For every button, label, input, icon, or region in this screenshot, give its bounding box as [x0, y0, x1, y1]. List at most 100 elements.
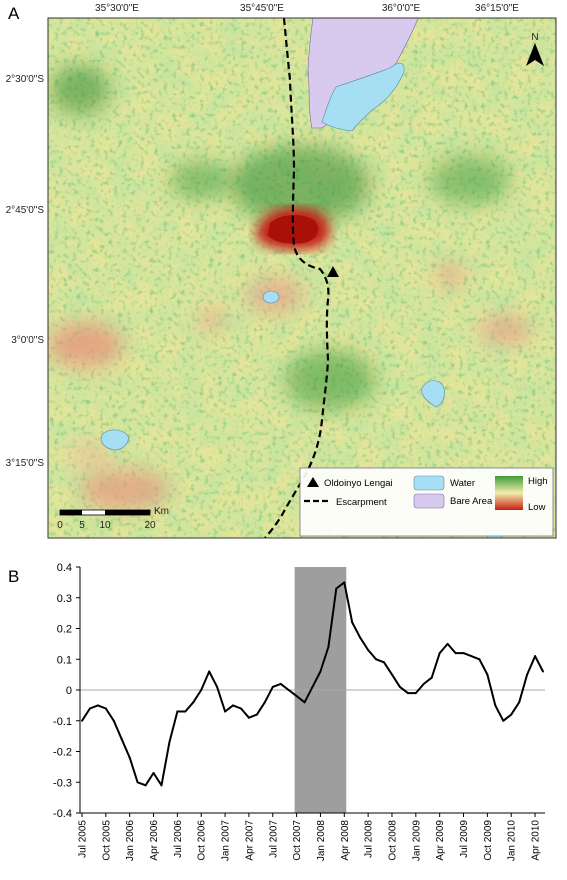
north-arrow: N	[526, 32, 544, 66]
data-point	[375, 658, 378, 661]
x-tick-label: Jul 2008	[364, 820, 375, 858]
map-border	[47, 17, 557, 539]
data-point	[255, 713, 258, 716]
data-point	[128, 756, 131, 759]
y-tick-label: 0.4	[57, 562, 72, 574]
legend-water-label: Water	[450, 478, 475, 489]
data-point	[136, 781, 139, 784]
map-lon-labels: 35°30'0"E 35°45'0"E 36°0'0"E 36°15'0"E	[95, 3, 519, 14]
scale-bar-black-segment	[105, 510, 150, 515]
data-point	[239, 707, 242, 710]
x-tick-label: Jan 2008	[316, 820, 327, 862]
data-point	[422, 682, 425, 685]
scale-tick-label: 10	[99, 520, 111, 531]
data-point	[295, 695, 298, 698]
x-tick-label: Apr 2010	[531, 820, 542, 861]
x-tick-label: Oct 2008	[387, 820, 398, 861]
scale-bar-black-segment	[60, 510, 82, 515]
north-arrow-icon	[526, 43, 544, 66]
lake-natron	[321, 62, 405, 132]
lon-label: 35°30'0"E	[95, 3, 139, 14]
north-label: N	[531, 32, 538, 43]
x-tick-label: Jul 2006	[173, 820, 184, 858]
lon-label: 36°0'0"E	[382, 3, 421, 14]
data-point	[112, 719, 115, 722]
scale-tick-label: 5	[79, 520, 85, 531]
lat-label: 3°0'0"S	[11, 335, 44, 346]
vegetation-speckle	[48, 18, 556, 538]
map-frame: N 0 5 10 20 Km Oldoinyo Lengai Escarpmen…	[48, 18, 556, 538]
data-point	[462, 652, 465, 655]
x-tick-label: Jul 2007	[268, 820, 279, 858]
x-tick-label: Apr 2006	[149, 820, 160, 861]
lat-label: 2°30'0"S	[6, 74, 45, 85]
data-point	[502, 719, 505, 722]
x-tick-label: Jul 2009	[459, 820, 470, 858]
data-point	[232, 704, 235, 707]
data-point	[208, 670, 211, 673]
volcano-marker	[327, 266, 339, 277]
legend-low-label: Low	[528, 502, 546, 513]
x-tick-label: Oct 2007	[292, 820, 303, 861]
water-body	[262, 290, 280, 304]
data-point	[184, 710, 187, 713]
x-tick-label: Apr 2008	[340, 820, 351, 861]
data-point	[398, 685, 401, 688]
y-tick-label: 0	[66, 685, 72, 697]
y-tick-label: 0.2	[57, 624, 72, 636]
y-tick-label: -0.3	[53, 777, 72, 789]
data-point	[88, 707, 91, 710]
legend-volcano-icon	[307, 477, 319, 487]
data-point	[542, 670, 544, 673]
x-tick-label: Jul 2005	[78, 820, 89, 858]
data-point	[470, 655, 473, 658]
high-index-patches	[50, 65, 510, 410]
y-tick-label: 0.3	[57, 593, 72, 605]
data-point	[526, 673, 529, 676]
x-tick-label: Jan 2006	[125, 820, 136, 862]
map-legend: Oldoinyo Lengai Escarpment Water Bare Ar…	[299, 467, 554, 537]
legend-escarpment-label: Escarpment	[336, 497, 387, 508]
scale-tick-label: 0	[57, 520, 63, 531]
data-point	[120, 738, 123, 741]
data-point	[430, 676, 433, 679]
data-point	[518, 701, 521, 704]
data-point	[367, 649, 370, 652]
data-point	[144, 784, 147, 787]
data-point	[343, 581, 346, 584]
legend-index-gradient	[495, 476, 523, 510]
x-ticks: Jul 2005 Oct 2005 Jan 2006 Apr 2006 Jul 2006…	[78, 813, 542, 861]
y-tick-label: -0.1	[53, 716, 72, 728]
low-index-patches	[48, 263, 531, 510]
x-tick-label: Jan 2009	[411, 820, 422, 862]
legend-bare-area-label: Bare Area	[450, 496, 493, 507]
lat-label: 2°45'0"S	[6, 205, 45, 216]
data-point	[216, 685, 219, 688]
panel-a-label: A	[8, 4, 20, 23]
data-point	[390, 673, 393, 676]
data-point	[104, 707, 107, 710]
data-point	[168, 741, 171, 744]
lon-label: 36°15'0"E	[475, 3, 519, 14]
x-tick-label: Jan 2010	[507, 820, 518, 862]
legend-volcano-label: Oldoinyo Lengai	[324, 478, 393, 489]
data-point	[383, 661, 386, 664]
data-point	[96, 704, 99, 707]
x-tick-label: Apr 2007	[244, 820, 255, 861]
data-point	[247, 716, 250, 719]
lon-label: 35°45'0"E	[240, 3, 284, 14]
data-point	[510, 713, 513, 716]
scale-unit: Km	[154, 506, 169, 517]
x-tick-label: Oct 2005	[101, 820, 112, 861]
legend-bare-area-swatch	[413, 493, 445, 509]
data-point	[534, 655, 537, 658]
data-point	[335, 587, 338, 590]
data-point	[152, 772, 155, 775]
data-point	[454, 652, 457, 655]
data-point	[446, 642, 449, 645]
data-point	[176, 710, 179, 713]
data-point	[327, 645, 330, 648]
panel-b-label: B	[8, 567, 19, 586]
data-point	[263, 701, 266, 704]
